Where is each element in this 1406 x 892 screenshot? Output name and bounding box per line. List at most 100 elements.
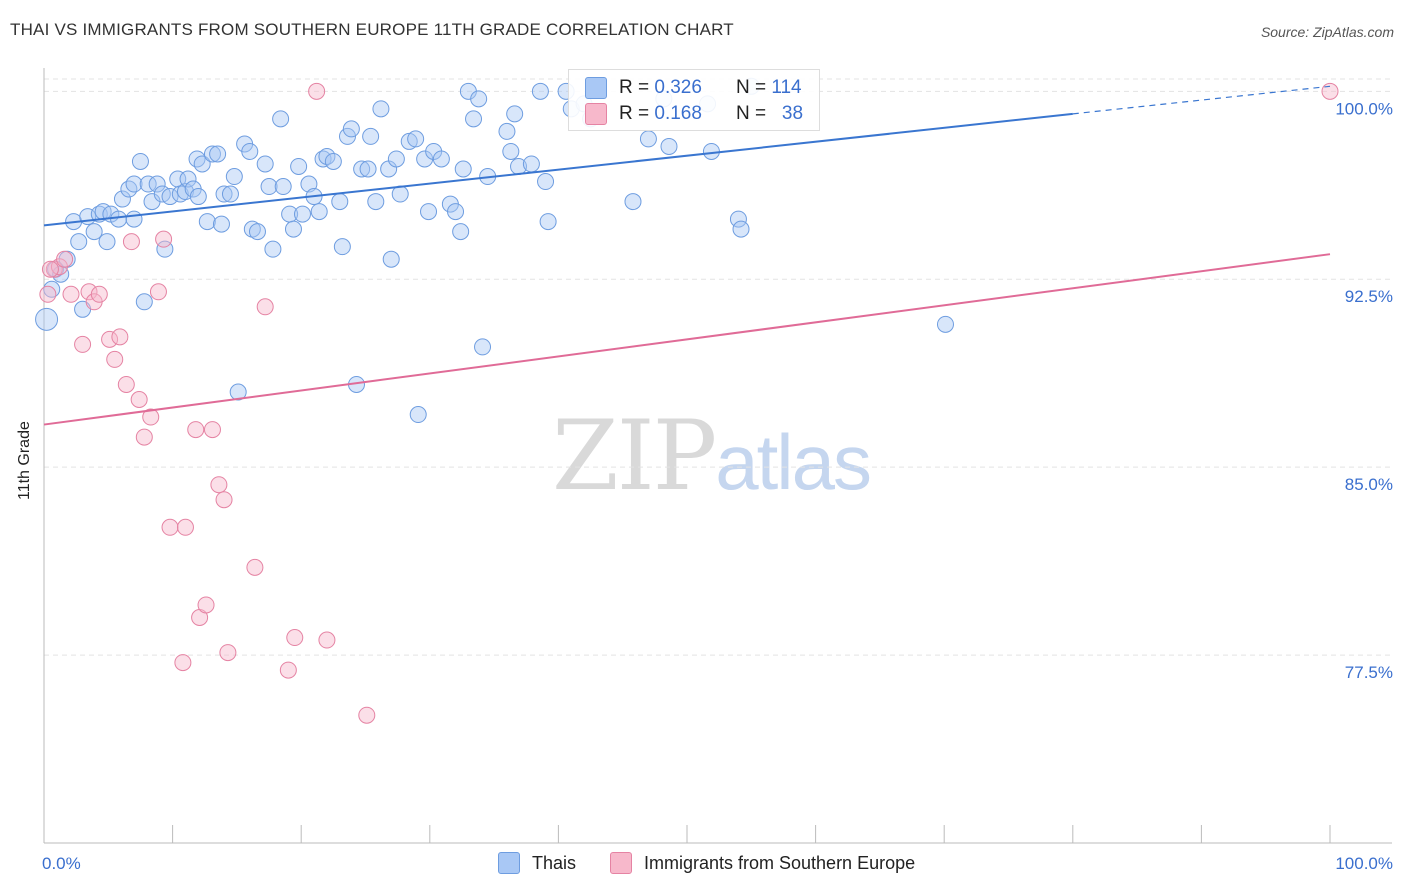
stats-legend: R = 0.326 N = 114 R = 0.168 N = 38 xyxy=(568,69,820,131)
legend-label-thais: Thais xyxy=(532,852,577,873)
thais-point xyxy=(188,150,206,168)
thais-point xyxy=(256,155,274,173)
thais-swatch xyxy=(585,77,607,99)
thais-point xyxy=(229,383,247,401)
thais-point xyxy=(248,223,266,241)
southern-europe-point xyxy=(1321,82,1339,100)
thais-point xyxy=(198,213,216,231)
thais-point xyxy=(353,160,371,178)
thais-point xyxy=(98,233,116,251)
x-tick-label: 100.0% xyxy=(1335,854,1393,873)
series-legend: Thais Immigrants from Southern Europe xyxy=(0,852,1406,878)
southern-europe-point xyxy=(80,283,98,301)
thais-point xyxy=(110,210,128,228)
y-tick-label: 77.5% xyxy=(1345,663,1393,682)
y-tick-label: 92.5% xyxy=(1345,287,1393,306)
thais-point xyxy=(193,155,211,173)
thais-point xyxy=(264,240,282,258)
thais-point xyxy=(465,110,483,128)
thais-point xyxy=(502,142,520,160)
thais-point xyxy=(420,203,438,221)
thais-point xyxy=(382,250,400,268)
thais-point xyxy=(359,160,377,178)
southern-europe-point xyxy=(41,260,59,278)
thais-point xyxy=(274,178,292,196)
thais-point xyxy=(391,185,409,203)
southern-europe-point xyxy=(174,654,192,672)
southern-europe-point xyxy=(74,335,92,353)
thais-point xyxy=(131,152,149,170)
thais-point xyxy=(179,170,197,188)
thais-point xyxy=(120,180,138,198)
southern-europe-point xyxy=(286,629,304,647)
thais-point xyxy=(454,160,472,178)
thais-point xyxy=(432,150,450,168)
thais-point xyxy=(324,152,342,170)
y-tick-label: 100.0% xyxy=(1335,99,1393,118)
thais-point xyxy=(522,155,540,173)
southern-europe-point xyxy=(203,421,221,439)
thais-point xyxy=(293,205,311,223)
southern-europe-point xyxy=(155,230,173,248)
thais-point xyxy=(272,110,290,128)
thais-point xyxy=(161,188,179,206)
thais-point xyxy=(474,338,492,356)
source-note: Source: ZipAtlas.com xyxy=(1260,24,1394,40)
thais-point xyxy=(387,150,405,168)
n-label: N = xyxy=(735,103,767,124)
southern-europe-n-value: 38 xyxy=(781,103,804,124)
watermark-zip: ZIP xyxy=(552,400,717,512)
thais-point xyxy=(531,82,549,100)
thais-point xyxy=(70,233,88,251)
thais-point xyxy=(203,145,221,163)
thais-point xyxy=(225,168,243,186)
thais-trend-extension xyxy=(1072,85,1331,115)
southern-europe-point xyxy=(197,596,215,614)
southern-europe-point xyxy=(62,285,80,303)
legend-label-southern-europe: Immigrants from Southern Europe xyxy=(644,852,916,873)
thais-point xyxy=(409,406,427,424)
southern-europe-point xyxy=(122,233,140,251)
southern-europe-point xyxy=(210,476,228,494)
thais-point xyxy=(135,293,153,311)
thais-point xyxy=(189,188,207,206)
thais-point xyxy=(169,170,187,188)
southern-europe-point xyxy=(279,661,297,679)
thais-trend-line xyxy=(43,112,1073,227)
legend-item-thais[interactable]: Thais xyxy=(498,852,576,874)
southern-europe-r-value: 0.168 xyxy=(654,103,702,124)
southern-europe-swatch xyxy=(585,103,607,125)
southern-europe-point xyxy=(111,328,129,346)
thais-point xyxy=(639,130,657,148)
thais-point xyxy=(470,90,488,108)
southern-europe-point xyxy=(308,82,326,100)
southern-europe-point xyxy=(187,421,205,439)
thais-point xyxy=(125,175,143,193)
thais-point xyxy=(331,193,349,211)
thais-point xyxy=(310,203,328,221)
southern-europe-trend-line xyxy=(43,253,1331,426)
thais-point xyxy=(125,210,143,228)
thais-point xyxy=(372,100,390,118)
y-tick-label: 85.0% xyxy=(1345,475,1393,494)
thais-point xyxy=(35,307,59,331)
stats-legend-row-southern-europe: R = 0.168 N = 38 xyxy=(585,102,803,126)
thais-point xyxy=(506,105,524,123)
southern-europe-point xyxy=(176,518,194,536)
legend-item-southern-europe[interactable]: Immigrants from Southern Europe xyxy=(610,852,915,874)
thais-point xyxy=(362,127,380,145)
southern-europe-point xyxy=(117,375,135,393)
thais-point xyxy=(498,122,516,140)
southern-europe-point xyxy=(219,644,237,662)
southern-europe-point xyxy=(130,391,148,409)
r-label: R = xyxy=(619,103,650,124)
southern-europe-point xyxy=(101,330,119,348)
thais-point xyxy=(342,120,360,138)
southern-europe-point xyxy=(106,350,124,368)
thais-point xyxy=(113,190,131,208)
thais-point xyxy=(333,238,351,256)
thais-point xyxy=(539,213,557,231)
legend-swatch-southern-europe xyxy=(610,852,632,874)
stats-legend-row-thais: R = 0.326 N = 114 xyxy=(585,76,802,100)
